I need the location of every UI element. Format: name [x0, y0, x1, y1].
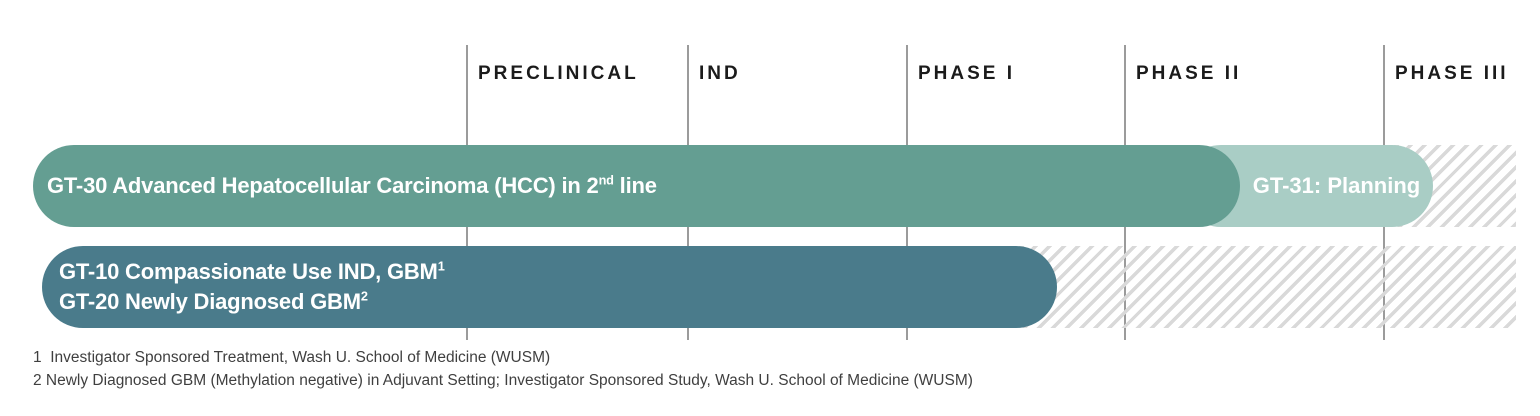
phase-header-preclinical: PRECLINICAL	[478, 63, 639, 84]
gt20-footnote-marker: 2	[360, 288, 368, 304]
bar-gt30-label: GT-30 Advanced Hepatocellular Carcinoma …	[47, 172, 657, 198]
phase-header-phase3: PHASE III	[1395, 63, 1509, 84]
footnote-1: 1 Investigator Sponsored Treatment, Wash…	[33, 349, 551, 366]
phase-header-phase2: PHASE II	[1136, 63, 1242, 84]
gt10-footnote-marker: 1	[437, 258, 445, 274]
bar-gt30: GT-30 Advanced Hepatocellular Carcinoma …	[33, 145, 1240, 227]
phase-header-ind: IND	[699, 63, 741, 84]
gt30-superscript: nd	[598, 172, 614, 188]
bar-gt10-label: GT-10 Compassionate Use IND, GBM1	[59, 258, 445, 284]
bar-gt10-gt20: GT-10 Compassionate Use IND, GBM1 GT-20 …	[42, 246, 1057, 328]
phase-header-phase1: PHASE I	[918, 63, 1016, 84]
bar-gt20-label: GT-20 Newly Diagnosed GBM2	[59, 288, 368, 314]
hatch-strip-gt1020-future	[1010, 246, 1516, 328]
bar-gt31-planning-label: GT-31: Planning	[1252, 173, 1421, 198]
footnote-2: 2 Newly Diagnosed GBM (Methylation negat…	[33, 372, 973, 389]
